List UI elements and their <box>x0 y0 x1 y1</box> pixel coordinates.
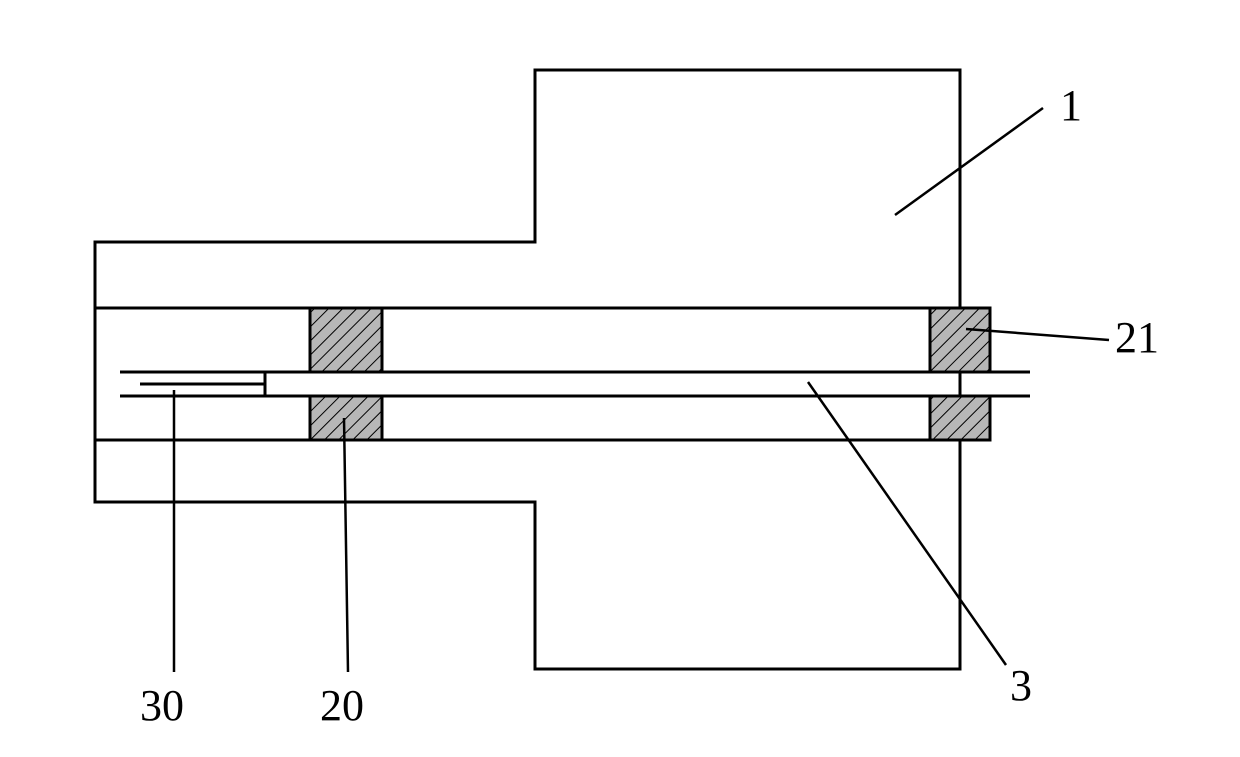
label-L30: 30 <box>140 681 184 730</box>
leader-L1 <box>895 108 1043 215</box>
body-outline <box>95 70 960 669</box>
label-L3: 3 <box>1010 661 1032 710</box>
label-L20: 20 <box>320 681 364 730</box>
hatched-block-3 <box>930 396 990 440</box>
hatched-block-1 <box>310 396 382 440</box>
leader-L20 <box>344 418 348 672</box>
label-L1: 1 <box>1060 81 1082 130</box>
hatched-block-2 <box>930 308 990 372</box>
label-L21: 21 <box>1115 313 1159 362</box>
hatched-block-0 <box>310 308 382 372</box>
